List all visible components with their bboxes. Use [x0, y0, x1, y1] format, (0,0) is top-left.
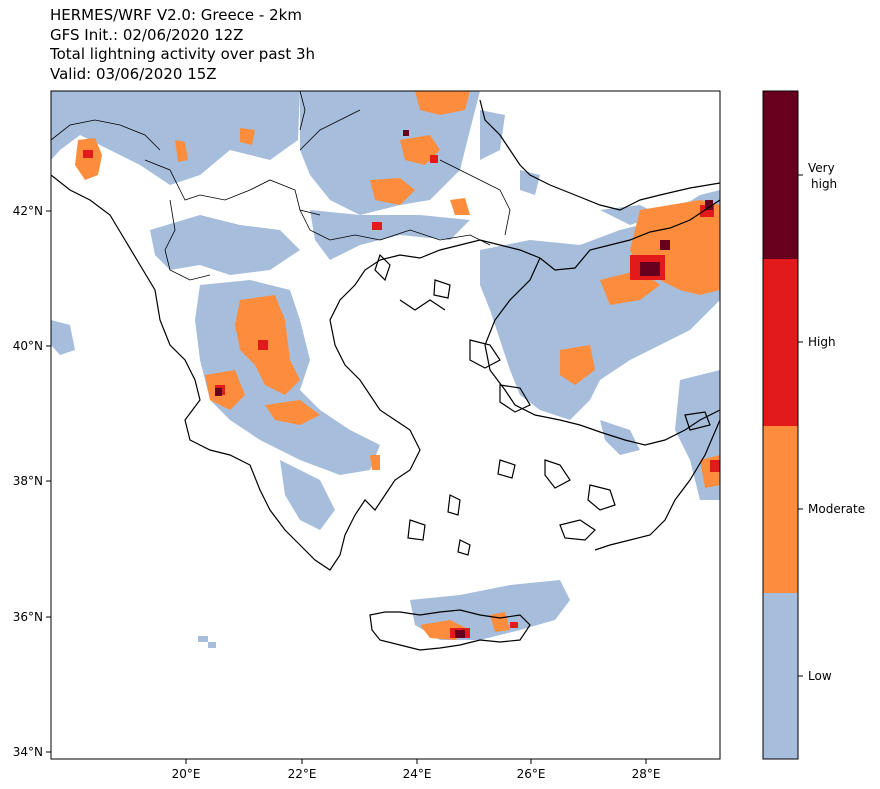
map-title: HERMES/WRF V2.0: Greece - 2km GFS Init.:…	[50, 6, 315, 84]
colorbar-frame	[762, 90, 799, 760]
colorbar-moderate	[763, 426, 798, 593]
map-frame	[50, 90, 721, 760]
coastlines	[50, 99, 721, 651]
colorbar-very-high	[763, 91, 798, 259]
country-borders	[50, 90, 511, 281]
lon-tick-22: 22°E	[288, 767, 317, 781]
colorbar-high	[763, 259, 798, 426]
lon-tick-28: 28°E	[632, 767, 661, 781]
title-line-valid: Valid: 03/06/2020 15Z	[50, 64, 217, 83]
colorbar-low	[763, 593, 798, 759]
title-line-model: HERMES/WRF V2.0: Greece - 2km	[50, 6, 302, 24]
colorbar: Very high High Moderate Low	[762, 90, 865, 760]
colorbar-label-high: High	[808, 335, 836, 349]
lon-tick-24: 24°E	[403, 767, 432, 781]
map-panel	[50, 90, 721, 760]
longitude-axis: 20°E 22°E 24°E 26°E 28°E	[172, 759, 661, 781]
title-line-init: GFS Init.: 02/06/2020 12Z	[50, 25, 244, 44]
colorbar-label-low: Low	[808, 669, 832, 683]
colorbar-label-high-word: high	[811, 177, 837, 191]
lat-tick-34: 34°N	[13, 745, 43, 759]
colorbar-label-very: Very	[808, 161, 835, 175]
lat-tick-36: 36°N	[13, 610, 43, 624]
lat-tick-38: 38°N	[13, 474, 43, 488]
lon-tick-26: 26°E	[517, 767, 546, 781]
title-line-variable: Total lightning activity over past 3h	[50, 45, 316, 63]
lightning-field	[51, 91, 720, 648]
lat-tick-40: 40°N	[13, 339, 43, 353]
latitude-axis: 42°N 40°N 38°N 36°N 34°N	[13, 204, 51, 759]
colorbar-label-moderate: Moderate	[808, 502, 865, 516]
lat-tick-42: 42°N	[13, 204, 43, 218]
lon-tick-20: 20°E	[172, 767, 201, 781]
very-high-activity-areas	[215, 130, 713, 638]
